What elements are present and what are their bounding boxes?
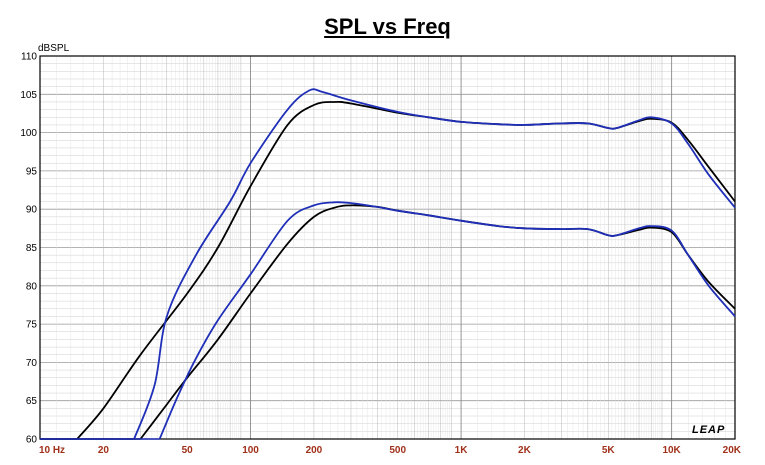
- x-ticks: 10 Hz 20 50 100 200 500 1K 2K 5K 10K 20K: [39, 445, 742, 456]
- series-line-3: [139, 204, 736, 440]
- x-tick-label: 20K: [723, 445, 742, 456]
- y-tick-label: 80: [26, 281, 38, 292]
- y-tick-label: 85: [26, 243, 38, 254]
- y-tick-label: 70: [26, 358, 38, 369]
- x-tick-label: 10 Hz: [39, 445, 65, 456]
- x-tick-label: 5K: [602, 445, 616, 456]
- y-axis-label: dBSPL: [38, 43, 70, 54]
- y-tick-label: 65: [26, 396, 38, 407]
- y-ticks: 60 65 70 75 80 85 90 95 100 105 110: [20, 52, 37, 446]
- y-tick-label: 60: [26, 435, 38, 446]
- series-line-2: [133, 88, 736, 440]
- y-tick-label: 110: [21, 52, 37, 63]
- plot-frame: [39, 55, 736, 440]
- series-layer: [40, 88, 736, 440]
- x-tick-label: 100: [242, 445, 259, 456]
- grid: [39, 55, 736, 440]
- x-tick-label: 200: [306, 445, 323, 456]
- x-tick-label: 1K: [455, 445, 469, 456]
- x-tick-label: 500: [389, 445, 406, 456]
- x-tick-label: 50: [182, 445, 194, 456]
- x-tick-label: 2K: [518, 445, 532, 456]
- y-tick-label: 100: [20, 128, 37, 139]
- leap-logo: LEAP: [692, 424, 725, 436]
- y-tick-label: 105: [20, 90, 37, 101]
- y-tick-label: 75: [26, 320, 38, 331]
- x-tick-label: 20: [98, 445, 110, 456]
- chart-title: SPL vs Freq: [324, 14, 451, 39]
- series-line-4: [158, 201, 736, 440]
- x-tick-label: 10K: [662, 445, 681, 456]
- y-tick-label: 95: [26, 166, 38, 177]
- y-tick-label: 90: [26, 205, 38, 216]
